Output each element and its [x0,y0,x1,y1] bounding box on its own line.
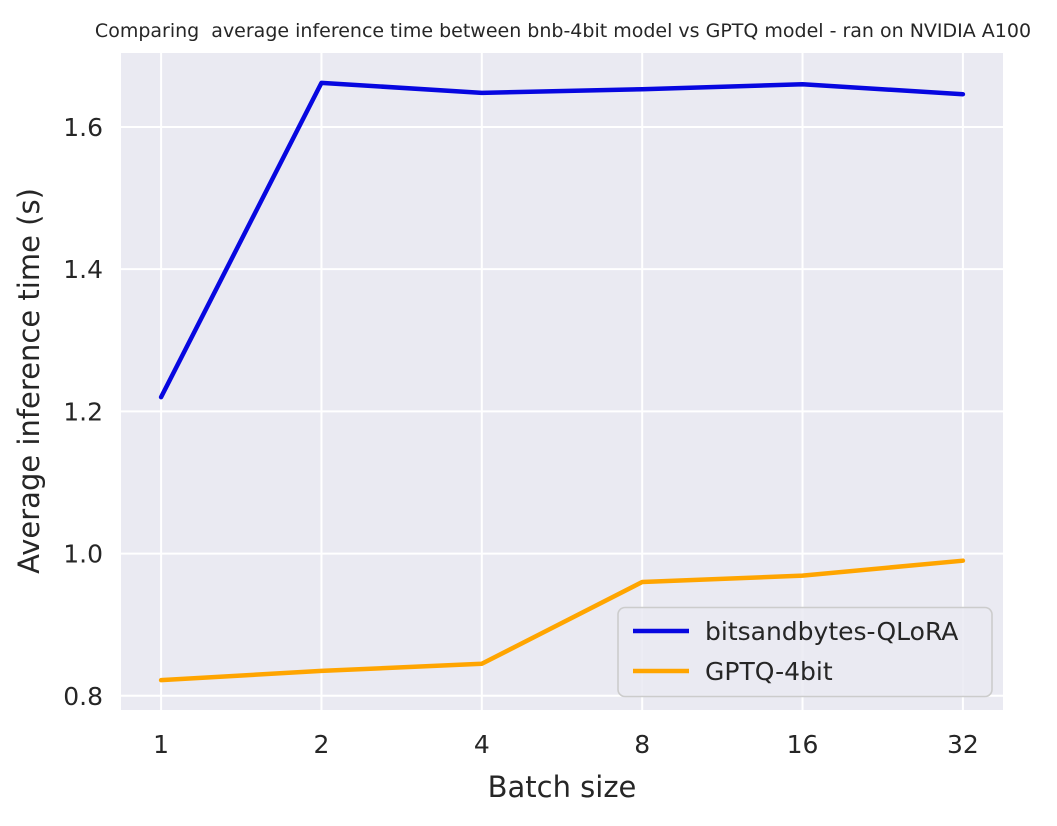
y-axis-label: Average inference time (s) [12,188,46,574]
series-line-bitsandbytes-qlora [158,80,966,400]
x-tick-label: 8 [634,730,650,759]
y-tick-label: 1.2 [63,397,103,426]
x-tick-label: 4 [474,730,490,759]
legend-label-gptq-4bit: GPTQ-4bit [705,657,833,686]
y-tick-label: 1.0 [63,540,103,569]
y-tick-labels: 0.8 1.0 1.2 1.4 1.6 [63,113,103,711]
x-tick-label: 2 [314,730,330,759]
chart-title: Comparing average inference time between… [95,20,1031,42]
plot-background [121,53,1003,710]
y-tick-label: 1.4 [63,255,103,284]
grid-lines [121,53,1003,710]
x-axis-label: Batch size [488,770,637,804]
legend: bitsandbytes-QLoRA GPTQ-4bit [617,606,993,698]
series-lines [158,80,966,683]
series-line-gptq-4bit [158,558,966,683]
y-tick-label: 0.8 [63,682,103,711]
legend-box [617,606,993,698]
x-tick-label: 16 [787,730,819,759]
legend-label-bitsandbytes-qlora: bitsandbytes-QLoRA [705,617,958,646]
x-tick-label: 32 [947,730,979,759]
x-tick-label: 1 [153,730,169,759]
x-tick-labels: 1 2 4 8 16 32 [153,730,979,759]
y-tick-label: 1.6 [63,113,103,142]
